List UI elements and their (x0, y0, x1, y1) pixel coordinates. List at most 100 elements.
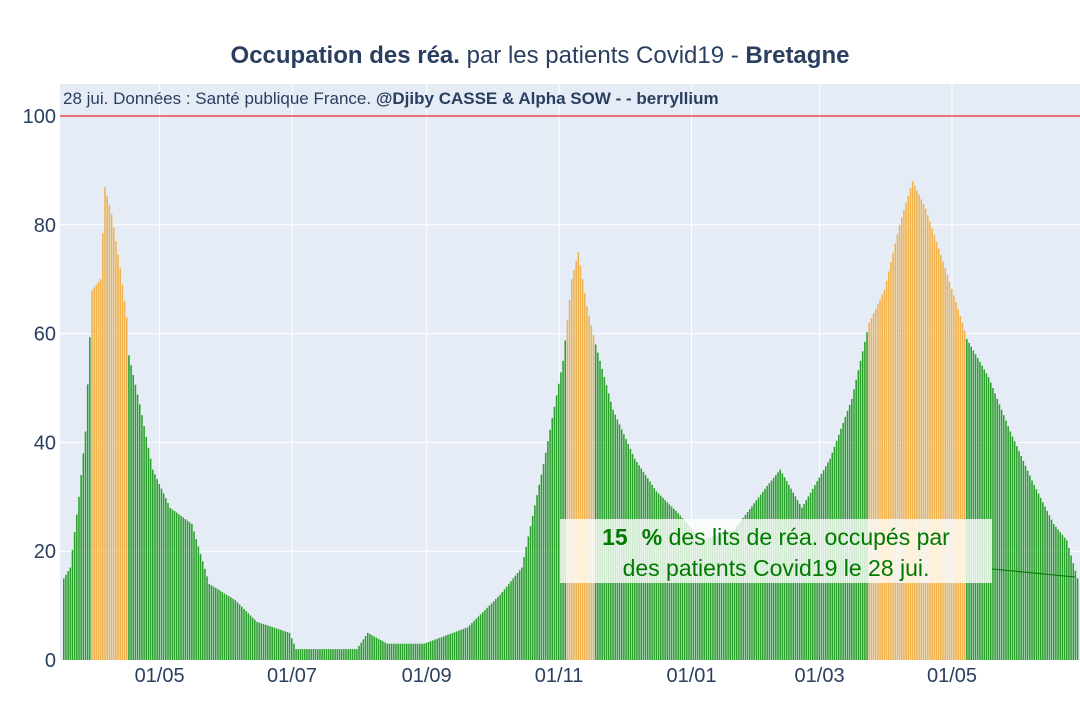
bar (731, 530, 734, 660)
bar (210, 585, 213, 660)
bar (121, 284, 124, 660)
bar (692, 530, 695, 660)
bar (484, 609, 486, 660)
bar (914, 185, 916, 660)
bar (937, 248, 940, 660)
bar (78, 496, 80, 660)
y-tick-label: 80 (34, 215, 56, 237)
bar (173, 510, 176, 660)
bar (970, 346, 973, 660)
bar (868, 322, 870, 660)
bar (221, 592, 224, 660)
bar (968, 342, 970, 660)
bar (201, 561, 204, 660)
bar (864, 341, 866, 660)
bar (130, 365, 132, 660)
bar (742, 517, 745, 660)
subtitle-bold: @Djiby CASSE & Alpha SOW - - berryllium (376, 89, 719, 108)
bar (282, 630, 284, 660)
bar (681, 518, 684, 660)
bar (907, 195, 910, 661)
bar (147, 447, 150, 660)
bar (540, 474, 543, 660)
bar (256, 621, 258, 660)
bar (859, 360, 862, 660)
bar (82, 453, 85, 660)
bar (892, 252, 894, 660)
title-bold: Occupation des réa. (230, 42, 460, 69)
bar (141, 415, 143, 660)
bar (132, 374, 135, 660)
annotation-arrow (991, 568, 1076, 578)
bar (974, 354, 977, 660)
bar (1057, 529, 1059, 660)
bar (375, 637, 378, 660)
bar (555, 395, 558, 660)
bar (321, 649, 323, 660)
bar (290, 638, 293, 660)
bar (981, 365, 983, 660)
bar (527, 536, 530, 660)
bar (890, 262, 892, 660)
bar (679, 515, 682, 660)
bar (733, 529, 736, 660)
bar (505, 586, 508, 660)
bar (1050, 519, 1053, 660)
bar (117, 254, 119, 660)
bar (597, 352, 599, 660)
bar (883, 290, 886, 660)
bar (924, 208, 927, 661)
bar (208, 583, 211, 660)
y-tick-label: 100 (23, 106, 56, 128)
bar (178, 514, 180, 660)
bar (898, 224, 901, 661)
bar (186, 520, 189, 660)
bar (699, 537, 701, 660)
bar (106, 195, 108, 661)
bar (234, 600, 237, 660)
bar (599, 360, 601, 660)
annotation-pct: % (642, 524, 662, 550)
bar (1020, 456, 1022, 660)
bar (588, 315, 590, 660)
bar (360, 642, 362, 660)
bar (542, 464, 545, 660)
bar (434, 639, 436, 660)
bar (696, 535, 699, 660)
bar (1063, 537, 1066, 660)
bar (475, 618, 478, 660)
bar (983, 369, 986, 660)
bar (65, 574, 67, 660)
bar (1033, 484, 1035, 660)
bar (1039, 497, 1042, 660)
bar (429, 641, 432, 660)
bar (920, 199, 923, 660)
bar (896, 234, 899, 660)
bar (91, 290, 93, 660)
bar (260, 623, 263, 660)
bar (594, 344, 597, 660)
x-tick-label: 01/05 (927, 665, 977, 687)
x-tick-label: 01/01 (666, 665, 716, 687)
bar (206, 576, 208, 660)
bar (182, 517, 184, 660)
bar (1022, 460, 1025, 660)
bar (677, 513, 679, 660)
bar (492, 601, 495, 660)
bar (308, 649, 310, 660)
bar (214, 587, 217, 660)
bar (670, 506, 673, 660)
bar (694, 532, 697, 660)
bar (251, 617, 254, 660)
bar (547, 441, 549, 660)
bar (1042, 502, 1044, 660)
bar (881, 294, 883, 660)
bar (358, 645, 360, 660)
bar (154, 474, 156, 660)
x-tick-label: 01/11 (535, 665, 584, 687)
bar (488, 605, 491, 660)
bar (152, 469, 154, 660)
bar (738, 523, 740, 660)
bar (544, 452, 547, 660)
